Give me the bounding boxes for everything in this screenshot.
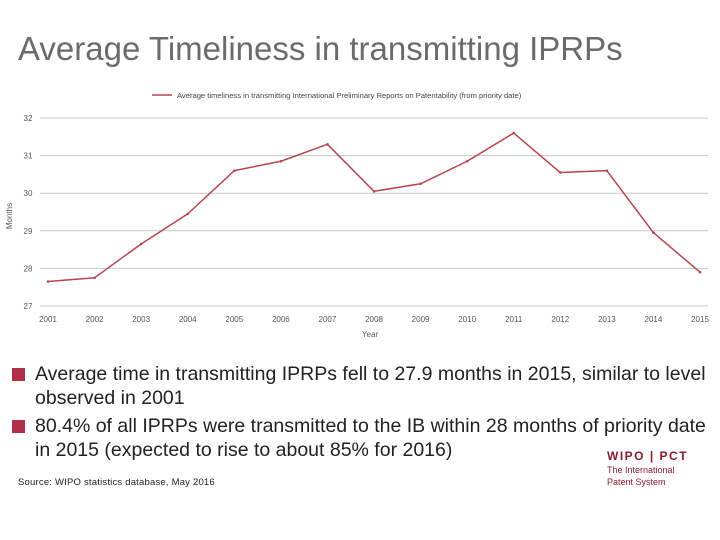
logo-tagline-1: The International	[607, 465, 675, 475]
data-point	[139, 242, 143, 246]
data-point	[279, 159, 283, 163]
y-axis-label: Months	[5, 203, 14, 229]
bullet-item: 80.4% of all IPRPs were transmitted to t…	[12, 414, 712, 462]
data-point	[326, 143, 329, 146]
x-tick-label: 2009	[412, 315, 430, 324]
chart-tick-labels: 27 28 29 30 31 32 2001 2002 2003 2004 2005 2006 2007…	[24, 114, 710, 324]
logo-right: PCT	[659, 449, 689, 463]
logo-separator: |	[649, 449, 655, 463]
data-point	[93, 276, 96, 280]
y-tick-label: 27	[24, 302, 33, 311]
data-point	[186, 212, 190, 216]
x-tick-label: 2011	[505, 315, 523, 324]
data-point	[46, 280, 50, 283]
x-tick-label: 2006	[272, 315, 290, 324]
data-point	[512, 131, 516, 135]
data-point	[652, 231, 655, 234]
chart-gridlines	[40, 117, 708, 307]
bullet-text: 80.4% of all IPRPs were transmitted to t…	[35, 415, 706, 461]
bullet-list: Average time in transmitting IPRPs fell …	[12, 362, 712, 466]
y-tick-label: 30	[24, 189, 33, 198]
chart-legend: Average timeliness in transmitting Inter…	[152, 91, 522, 100]
x-tick-label: 2008	[365, 315, 383, 324]
data-point	[465, 159, 469, 163]
x-tick-label: 2013	[598, 315, 616, 324]
logo-left: WIPO	[607, 449, 645, 463]
logo-wordmark: WIPO | PCT	[607, 449, 707, 463]
bullet-square-icon	[12, 368, 25, 381]
x-tick-label: 2014	[645, 315, 663, 324]
data-point	[605, 169, 609, 172]
x-tick-label: 2002	[86, 315, 104, 324]
bullet-square-icon	[12, 420, 25, 433]
timeliness-line-chart: 27 28 29 30 31 32 2001 2002 2003 2004 2005 2006 2007…	[5, 91, 710, 339]
bullet-item: Average time in transmitting IPRPs fell …	[12, 362, 712, 410]
data-point	[372, 190, 376, 193]
wipo-pct-logo: WIPO | PCT The International Patent Syst…	[607, 449, 707, 487]
y-tick-label: 28	[24, 264, 33, 273]
x-tick-label: 2015	[691, 315, 709, 324]
y-tick-label: 29	[24, 227, 33, 236]
chart-series	[46, 131, 702, 283]
data-point	[232, 169, 236, 172]
x-tick-label: 2001	[39, 315, 57, 324]
x-tick-label: 2012	[551, 315, 569, 324]
data-point	[419, 182, 422, 186]
data-point	[558, 171, 562, 174]
data-point	[698, 270, 702, 274]
x-tick-label: 2007	[319, 315, 337, 324]
y-tick-label: 32	[24, 114, 33, 123]
slide-title: Average Timeliness in transmitting IPRPs	[18, 30, 623, 67]
x-axis-label: Year	[362, 330, 379, 339]
y-tick-label: 31	[24, 152, 33, 161]
source-note: Source: WIPO statistics database, May 20…	[18, 477, 215, 488]
x-tick-label: 2010	[458, 315, 476, 324]
legend-label: Average timeliness in transmitting Inter…	[177, 91, 522, 100]
bullet-text: Average time in transmitting IPRPs fell …	[35, 363, 706, 409]
x-tick-label: 2005	[225, 315, 243, 324]
x-tick-label: 2003	[132, 315, 150, 324]
logo-tagline-2: Patent System	[607, 477, 666, 487]
x-tick-label: 2004	[179, 315, 197, 324]
